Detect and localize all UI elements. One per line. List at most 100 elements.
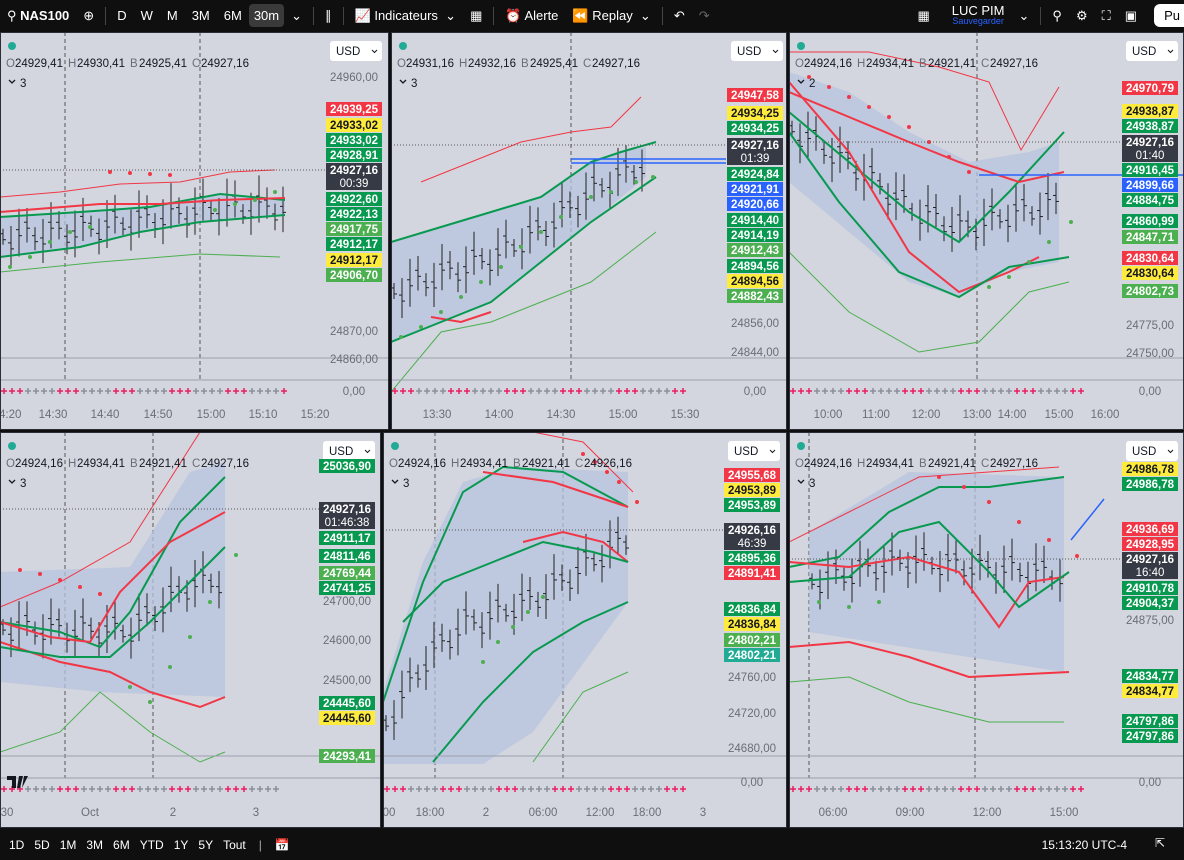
fullscreen[interactable]: ⛶ — [1101, 7, 1111, 23]
settings[interactable]: ⚙ — [1075, 7, 1088, 23]
chart-panel: O 24931,16 H 24932,16 B 24925,41 C 24927,163USD… — [391, 32, 787, 430]
ohlc-letter: B — [521, 58, 529, 70]
indicators-button[interactable]: 📈 Indicateurs ⌄ — [354, 7, 457, 23]
interval[interactable]: 3M — [191, 8, 210, 23]
signal-marker — [974, 786, 980, 792]
sar-dot — [1069, 220, 1073, 224]
price-tag-label: 24934,25 — [731, 123, 780, 135]
range-button[interactable]: 6M — [113, 838, 130, 852]
chart-type[interactable]: ∥ — [325, 7, 332, 23]
indicator-line — [0, 197, 286, 213]
price-tag — [326, 148, 382, 162]
maximize[interactable]: ⇱ — [1154, 836, 1165, 850]
currency-button[interactable] — [728, 441, 780, 461]
price-axis-label: 24700,00 — [323, 596, 371, 608]
price-axis-label: 24960,00 — [330, 72, 378, 84]
signal-marker — [384, 786, 390, 792]
price-tag — [326, 237, 382, 251]
chart-panel: O 24924,16 H 24934,41 B 24921,41 C 24927,162USD… — [789, 32, 1184, 430]
chart-panel: O 24929,41 H 24930,41 B 24925,41 C 24927,163USD… — [0, 32, 389, 430]
sar-dot — [188, 635, 192, 639]
signal-marker — [958, 786, 964, 792]
price-tag-label: 24904,37 — [1126, 598, 1174, 610]
indicator-line — [0, 546, 226, 658]
signal-marker — [1022, 388, 1028, 394]
price-tag-label: 24927,16 — [1126, 554, 1174, 566]
price-axis-label: 24870,00 — [330, 326, 378, 338]
price-tag-label: 24836,84 — [728, 619, 777, 631]
sar-dot — [635, 500, 639, 504]
currency-button[interactable] — [1126, 41, 1178, 61]
signal-marker — [568, 786, 574, 792]
range-button[interactable]: 1M — [59, 838, 77, 852]
add-symbol[interactable]: ⊕ — [83, 7, 95, 23]
signal-marker — [1038, 388, 1044, 394]
range-button[interactable]: YTD — [139, 838, 164, 852]
user-chevron[interactable]: ⌄ — [1018, 7, 1030, 23]
snapshot[interactable]: ▣ — [1124, 7, 1137, 23]
layout[interactable]: ▦ — [917, 7, 930, 23]
range-button[interactable]: 5D — [34, 838, 50, 852]
interval-menu[interactable]: ⌄ — [291, 7, 303, 23]
currency-button[interactable] — [731, 41, 783, 61]
price-tag-label: 24927,16 — [330, 165, 378, 177]
signal-marker — [950, 786, 956, 792]
signal-marker — [512, 388, 518, 394]
signal-marker — [496, 786, 502, 792]
sar-dot — [1027, 260, 1031, 264]
undo[interactable]: ↶ — [673, 7, 685, 23]
ohlc-letter: C — [192, 458, 200, 470]
templates[interactable]: ▦ — [470, 7, 483, 23]
interval-selected[interactable]: 30m — [248, 4, 285, 27]
range-button[interactable]: 3M — [86, 838, 104, 852]
ohlc-letter: C — [575, 458, 583, 470]
signal-marker — [878, 388, 884, 394]
interval[interactable]: 6M — [223, 8, 242, 23]
signal-marker — [496, 388, 502, 394]
range-button[interactable]: 5Y — [198, 838, 214, 852]
currency-button[interactable] — [330, 41, 382, 61]
sar-dot — [651, 175, 655, 179]
price-tag — [727, 228, 783, 242]
user-menu[interactable]: LUC PIM Sauvegarder — [945, 4, 1012, 27]
redo[interactable]: ↷ — [698, 7, 710, 23]
replay-button[interactable]: ⏪ Replay ⌄ — [572, 7, 651, 23]
currency-button[interactable] — [1126, 441, 1178, 461]
interval[interactable]: D — [117, 8, 127, 23]
price-tag-label: 24920,66 — [731, 199, 779, 211]
price-axis-label: 24600,00 — [323, 635, 371, 647]
price-tag-label: 24934,25 — [731, 108, 780, 120]
signal-marker — [1078, 786, 1084, 792]
interval[interactable]: M — [166, 8, 178, 23]
sar-dot — [28, 255, 32, 259]
price-tag-countdown: 01:39 — [741, 153, 770, 165]
signal-marker — [273, 388, 279, 394]
signal-marker — [894, 388, 900, 394]
clock: 15:13:20 UTC-4 — [1041, 838, 1127, 852]
range-button[interactable]: 1Y — [173, 838, 189, 852]
price-tag — [1122, 669, 1178, 683]
date-range[interactable]: 📅 — [274, 838, 290, 852]
price-tag-label: 24986,78 — [1126, 464, 1175, 476]
search[interactable]: ⚲ — [1052, 7, 1062, 23]
sar-dot — [877, 600, 881, 604]
separator — [105, 6, 107, 25]
sar-dot — [38, 572, 42, 576]
signal-marker — [201, 786, 207, 792]
signal-marker — [161, 786, 167, 792]
price-tag-label: 24936,69 — [1126, 524, 1174, 536]
alert-button[interactable]: ⏰ Alerte — [505, 7, 559, 23]
time-label: 00 — [383, 807, 396, 819]
time-label: 3 — [700, 807, 706, 819]
symbol-search[interactable]: ⚲ NAS100 — [7, 7, 70, 23]
ohlc-value: 24925,41 — [530, 58, 578, 70]
publish-button[interactable]: Pu — [1154, 4, 1184, 27]
range-button[interactable]: Tout — [223, 838, 246, 852]
time-label: 15:00 — [197, 409, 226, 421]
ohlc-value: 24924,16 — [804, 58, 852, 70]
currency-button[interactable] — [323, 441, 375, 461]
price-tag — [1122, 119, 1178, 133]
range-button[interactable]: 1D — [9, 838, 25, 852]
interval[interactable]: W — [140, 8, 153, 23]
